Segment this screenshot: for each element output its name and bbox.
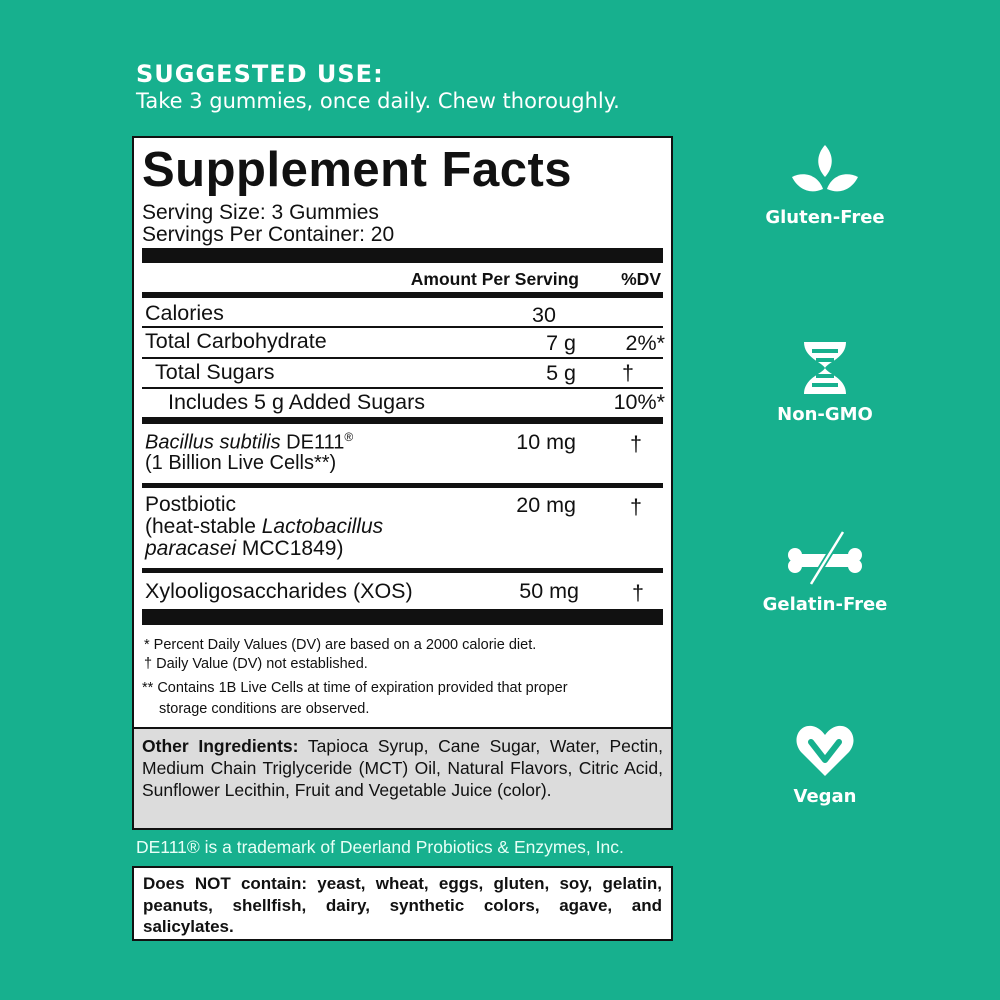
crossed-bone-icon (788, 530, 862, 586)
badge-label: Gelatin-Free (762, 594, 888, 615)
nutrient-dv: † (630, 432, 642, 456)
nutrient-name-rest: DE111 (280, 431, 345, 454)
nutrient-note: MCC1849) (236, 537, 344, 560)
nutrient-amount: 5 g (546, 361, 576, 385)
other-ingredients: Other Ingredients: Tapioca Syrup, Cane S… (134, 727, 671, 828)
divider (142, 417, 663, 424)
suggested-use-title: SUGGESTED USE: (136, 60, 384, 88)
nutrient-amount: 7 g (546, 331, 576, 355)
divider (142, 387, 663, 389)
badge-label: Vegan (793, 786, 857, 807)
suggested-use-text: Take 3 gummies, once daily. Chew thoroug… (136, 89, 620, 113)
nutrient-amount: 10 mg (516, 430, 576, 454)
servings-per-container: Servings Per Container: 20 (142, 223, 395, 246)
divider (142, 326, 663, 328)
registered-mark: ® (344, 430, 354, 444)
other-ingredients-text: Tapioca Syrup, Cane Sugar, Water, Pectin… (142, 736, 663, 800)
other-ingredients-label: Other Ingredients: (142, 736, 299, 756)
divider (142, 483, 663, 488)
nutrient-name: Xylooligosaccharides (XOS) (145, 579, 413, 603)
badge-non-gmo: Non-GMO (755, 340, 895, 425)
footnote: † Daily Value (DV) not established. (144, 656, 368, 672)
nutrient-note-italic: paracasei (145, 537, 237, 560)
nutrient-amount: 20 mg (516, 493, 576, 517)
nutrient-name: Includes 5 g Added Sugars (168, 390, 425, 414)
nutrient-dv: 10%* (613, 390, 665, 414)
trademark-notice: DE111® is a trademark of Deerland Probio… (136, 837, 624, 857)
badge-label: Gluten-Free (765, 207, 885, 228)
does-not-contain: Does NOT contain: yeast, wheat, eggs, gl… (132, 866, 673, 941)
nutrient-name: Bacillus subtilis (145, 431, 281, 454)
badge-gelatin-free: Gelatin-Free (755, 530, 895, 615)
divider (142, 609, 663, 625)
badge-vegan: Vegan (755, 722, 895, 807)
supplement-facts-panel: Supplement Facts Serving Size: 3 Gummies… (132, 136, 673, 830)
nutrient-name: Total Sugars (155, 360, 275, 384)
nutrient-amount: 50 mg (519, 579, 579, 603)
nutrient-dv: † (632, 581, 644, 605)
badge-gluten-free: Gluten-Free (755, 143, 895, 228)
badge-label: Non-GMO (777, 404, 873, 425)
nutrient-dv: 2%* (625, 331, 665, 355)
nutrient-name: Postbiotic (145, 493, 237, 516)
divider (142, 248, 663, 263)
nutrient-name: Total Carbohydrate (145, 329, 327, 353)
footnote: ** Contains 1B Live Cells at time of exp… (142, 680, 568, 696)
nutrient-note-italic: Lactobacillus (261, 515, 384, 538)
nutrient-note: (1 Billion Live Cells**) (145, 452, 337, 474)
facts-title: Supplement Facts (142, 143, 573, 197)
leaf-sprout-icon (792, 145, 858, 192)
nutrient-dv: † (622, 361, 634, 385)
footnote: * Percent Daily Values (DV) are based on… (144, 637, 537, 653)
serving-size: Serving Size: 3 Gummies (142, 201, 379, 224)
header-amount: Amount Per Serving (410, 269, 579, 289)
divider (142, 357, 663, 359)
nutrient-dv: † (630, 495, 642, 519)
nutrient-note: (heat-stable (145, 515, 262, 538)
header-dv: %DV (621, 269, 661, 289)
divider (142, 292, 663, 298)
dna-icon (804, 342, 846, 394)
nutrient-name: Calories (145, 301, 224, 325)
nutrient-amount: 30 (532, 303, 556, 327)
divider (142, 568, 663, 573)
footnote: storage conditions are observed. (159, 701, 370, 717)
heart-check-icon (796, 725, 854, 776)
